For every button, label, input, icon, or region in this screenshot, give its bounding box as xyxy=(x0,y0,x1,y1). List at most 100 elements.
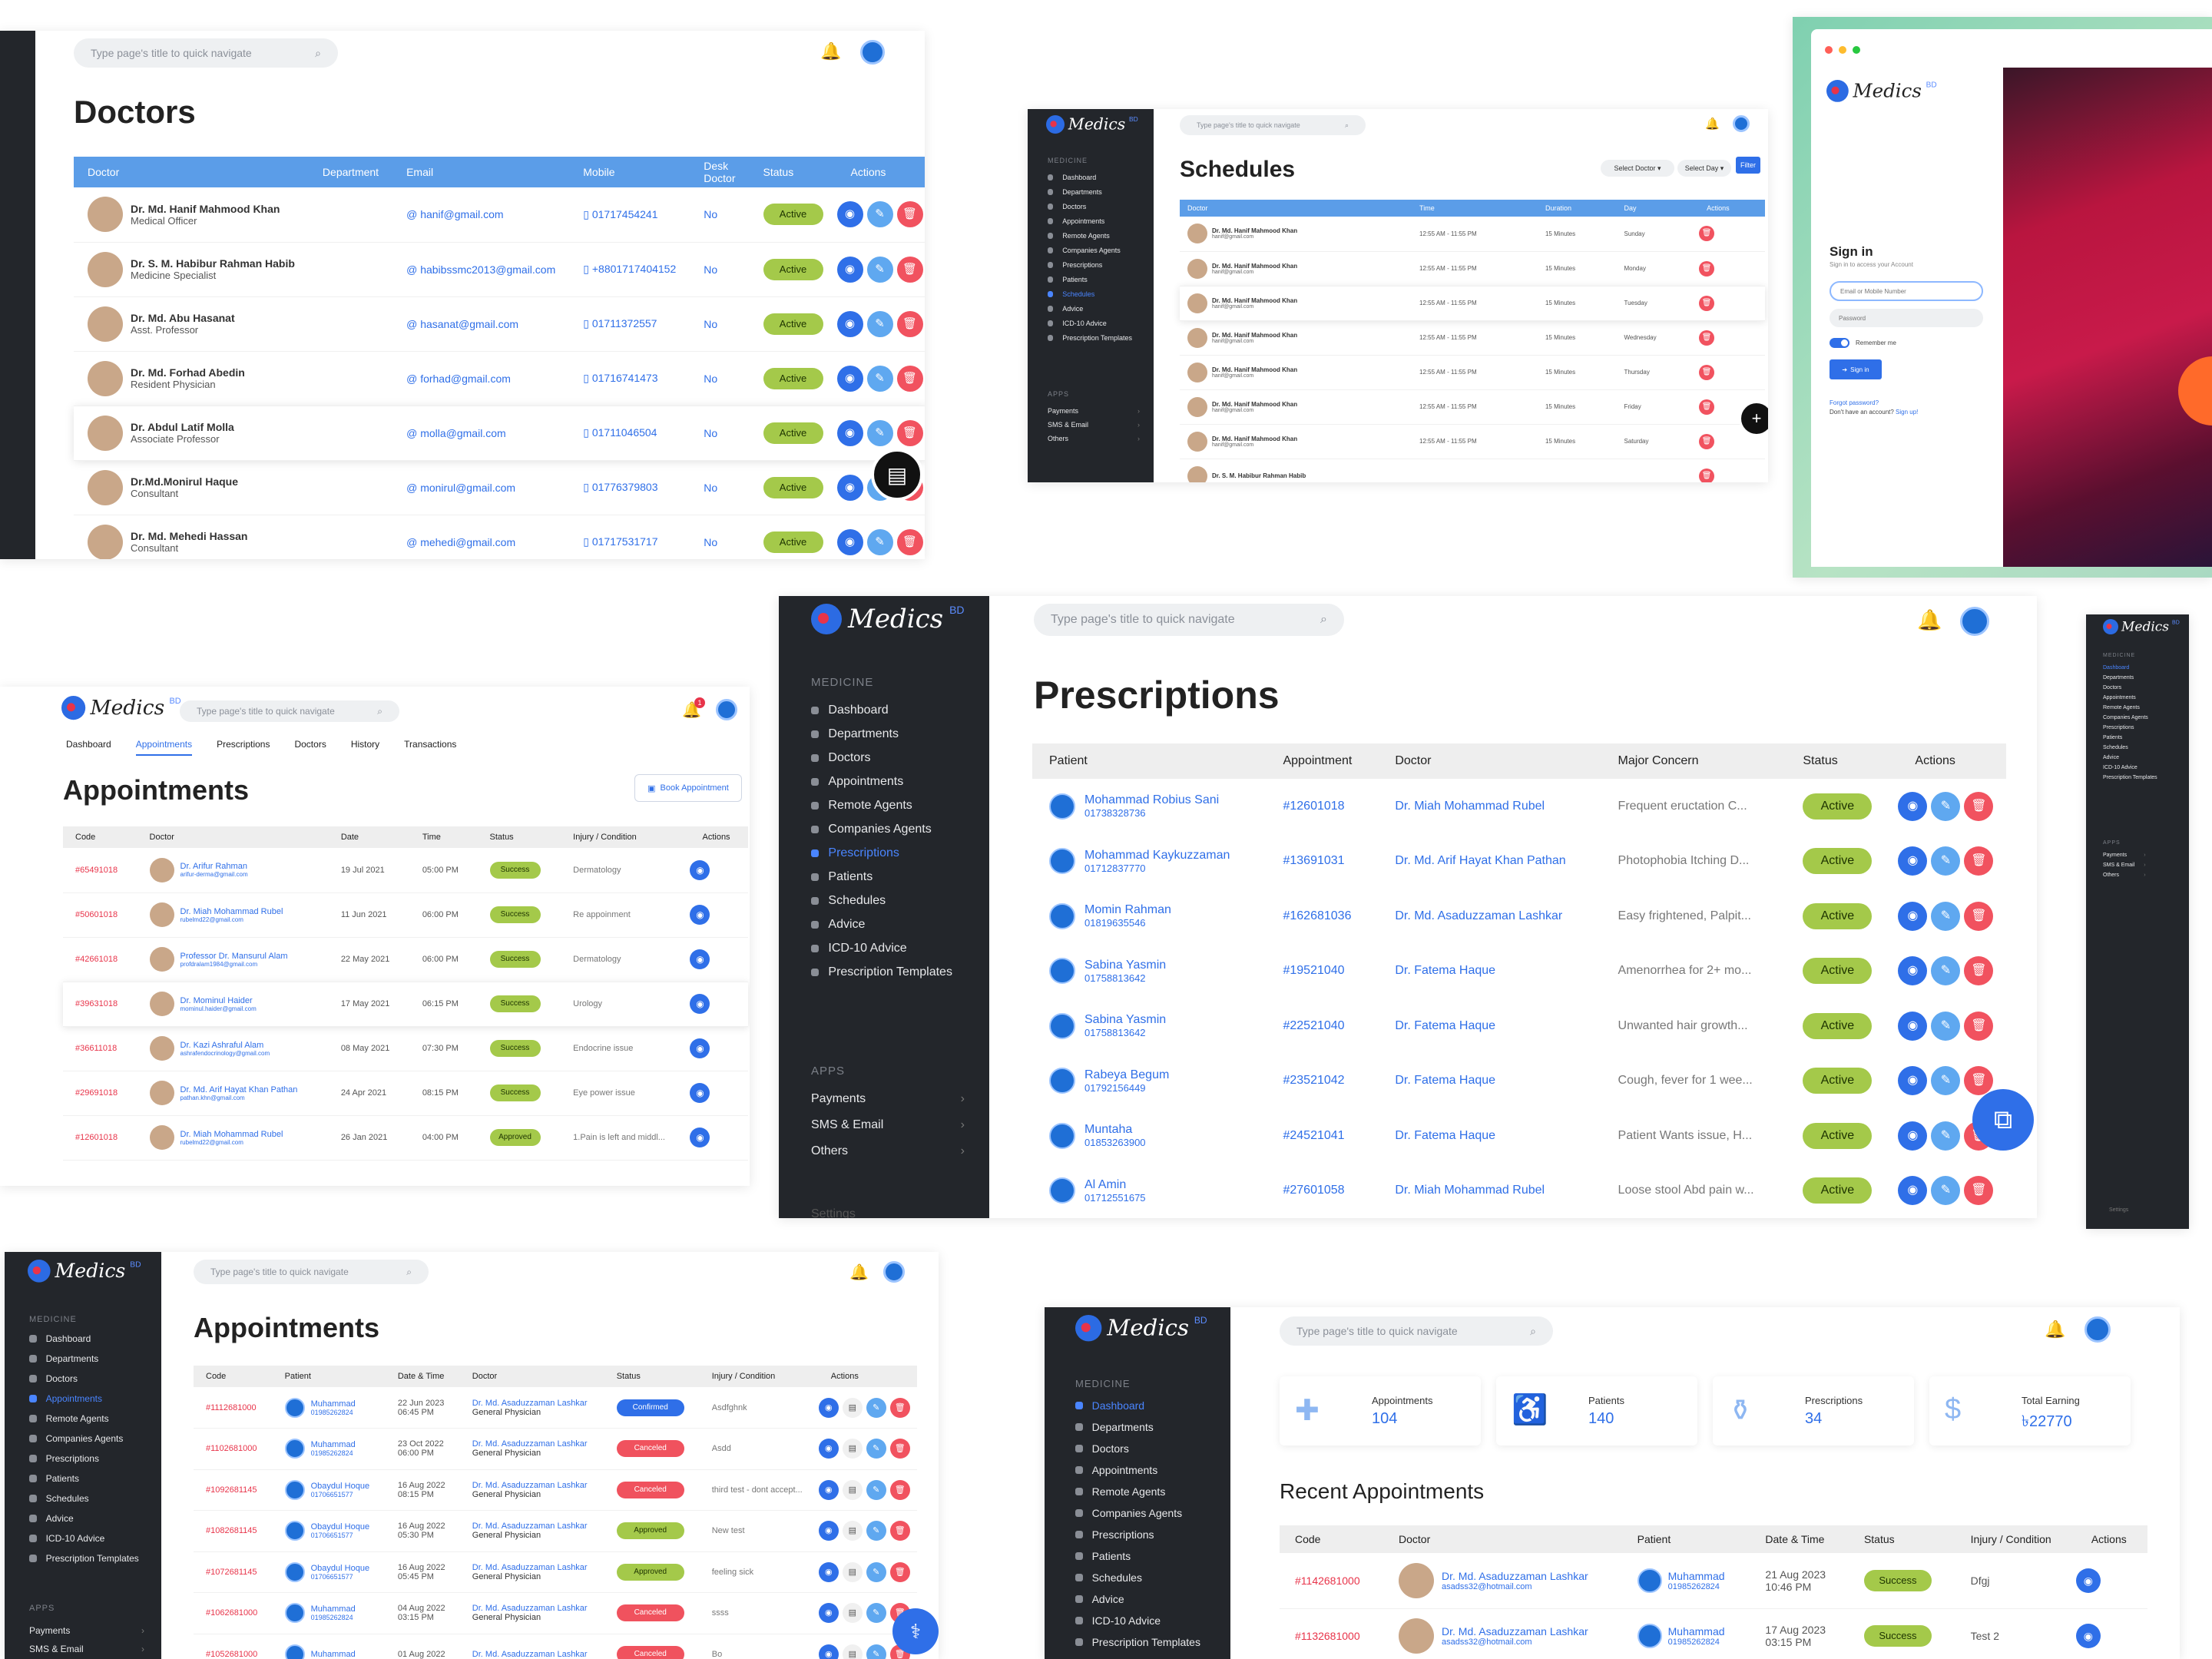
table-row[interactable]: #1072681145 Obaydul Hoque 01706651577 16 Au… xyxy=(194,1551,917,1593)
edit-button[interactable]: ✎ xyxy=(866,1521,886,1541)
edit-button[interactable]: ✎ xyxy=(866,256,893,283)
presentation-fab[interactable]: ⧉ xyxy=(1972,1089,2034,1151)
doctor-cell[interactable]: Dr. Miah Mohammad Rubel xyxy=(1395,1184,1545,1197)
delete-button[interactable]: 🗑 xyxy=(1964,901,1994,931)
view-button[interactable]: ◉ xyxy=(690,1038,710,1058)
sidebar-item-doctors[interactable]: Doctors xyxy=(811,751,972,765)
sidebar-item-others[interactable]: Others › xyxy=(1048,435,1140,442)
sidebar-item-appointments[interactable]: Appointments xyxy=(2103,695,2157,700)
delete-button[interactable]: 🗑 xyxy=(1699,295,1715,311)
minimize-dot[interactable] xyxy=(1839,46,1846,54)
edit-button[interactable]: ✎ xyxy=(866,1603,886,1624)
view-button[interactable]: ◉ xyxy=(1898,791,1928,821)
prescription-fab[interactable]: ▤ xyxy=(871,449,923,501)
view-button[interactable]: ◉ xyxy=(836,419,863,446)
edit-button[interactable]: ✎ xyxy=(1931,1176,1961,1206)
sidebar-item-appointments[interactable]: Appointments xyxy=(1075,1464,1200,1476)
appointment-cell[interactable]: #162681036 xyxy=(1283,909,1352,922)
edit-button[interactable]: ✎ xyxy=(1931,901,1961,931)
code-cell[interactable]: #29691018 xyxy=(75,1088,118,1098)
delete-button[interactable]: 🗑 xyxy=(1964,846,1994,876)
delete-button[interactable]: 🗑 xyxy=(1699,433,1715,449)
bell-icon[interactable]: 🔔 xyxy=(1917,608,1942,631)
sidebar-item-icd-10-advice[interactable]: ICD-10 Advice xyxy=(1075,1614,1200,1627)
sidebar-item-icd-10-advice[interactable]: ICD-10 Advice xyxy=(2103,765,2157,770)
sidebar-item-prescriptions[interactable]: Prescriptions xyxy=(1075,1528,1200,1541)
sidebar-item-prescription-templates[interactable]: Prescription Templates xyxy=(1075,1636,1200,1648)
delete-button[interactable]: 🗑 xyxy=(1699,468,1715,482)
view-button[interactable]: ◉ xyxy=(1898,846,1928,876)
sidebar-item-sms-email[interactable]: SMS & Email › xyxy=(29,1644,144,1654)
doctor-name[interactable]: Dr. Md. Asaduzzaman Lashkar xyxy=(472,1480,588,1490)
sidebar-item-advice[interactable]: Advice xyxy=(1075,1593,1200,1605)
table-row[interactable]: Dr.Md.Monirul Haque Consultant @ monirul@g… xyxy=(74,460,925,515)
sidebar-item-companies-agents[interactable]: Companies Agents xyxy=(1048,247,1132,254)
search-input[interactable]: Type page's title to quick navigate ⌕ xyxy=(180,700,399,722)
print-button[interactable]: ▤ xyxy=(842,1561,863,1582)
add-fab[interactable]: + xyxy=(1739,401,1768,436)
sidebar-item-departments[interactable]: Departments xyxy=(1048,188,1132,196)
view-button[interactable]: ◉ xyxy=(2075,1568,2101,1593)
delete-button[interactable]: 🗑 xyxy=(889,1397,910,1418)
sidebar-item-schedules[interactable]: Schedules xyxy=(2103,745,2157,750)
view-button[interactable]: ◉ xyxy=(836,474,863,501)
view-button[interactable]: ◉ xyxy=(690,905,710,925)
sidebar-item-schedules[interactable]: Schedules xyxy=(29,1493,139,1504)
table-row[interactable]: Rabeya Begum 01792156449 #23521042 Dr. Fate… xyxy=(1032,1054,2006,1109)
bell-icon[interactable]: 🔔 xyxy=(849,1264,869,1281)
sidebar-item-icd-10-advice[interactable]: ICD-10 Advice xyxy=(29,1533,139,1544)
print-button[interactable]: ▤ xyxy=(842,1479,863,1500)
edit-button[interactable]: ✎ xyxy=(1931,1011,1961,1041)
search-input[interactable]: Type page's title to quick navigate ⌕ xyxy=(74,38,338,68)
delete-button[interactable]: 🗑 xyxy=(896,528,923,555)
view-button[interactable]: ◉ xyxy=(690,1128,710,1147)
search-input[interactable]: Type page's title to quick navigate ⌕ xyxy=(1280,1316,1553,1346)
table-row[interactable]: Dr. Md. Hanif Mahmood Khan hanif@gmail.co… xyxy=(1180,389,1765,424)
view-button[interactable]: ◉ xyxy=(690,949,710,969)
signin-button[interactable]: ➔ Sign in xyxy=(1830,359,1882,379)
tab-transactions[interactable]: Transactions xyxy=(404,739,457,750)
sidebar-item-dashboard[interactable]: Dashboard xyxy=(29,1333,139,1344)
doctor-name[interactable]: Dr. Md. Asaduzzaman Lashkar xyxy=(472,1562,588,1572)
delete-button[interactable]: 🗑 xyxy=(896,201,923,228)
delete-button[interactable]: 🗑 xyxy=(1699,364,1715,380)
stat-card-total-earning[interactable]: $ Total Earning ৳22770 xyxy=(1929,1376,2131,1445)
select-day-button[interactable]: Select Day ▾ xyxy=(1677,160,1731,177)
bell-icon[interactable]: 🔔 xyxy=(1705,118,1720,131)
delete-button[interactable]: 🗑 xyxy=(896,310,923,337)
code-cell[interactable]: #1082681145 xyxy=(206,1526,257,1536)
table-row[interactable]: #1052681000 Muhammad 01 Aug 2022 Dr. Md. As… xyxy=(194,1634,917,1659)
edit-button[interactable]: ✎ xyxy=(866,201,893,228)
code-cell[interactable]: #1112681000 xyxy=(206,1402,257,1412)
tab-dashboard[interactable]: Dashboard xyxy=(66,739,111,750)
edit-button[interactable]: ✎ xyxy=(1931,791,1961,821)
doctor-cell[interactable]: Dr. Md. Arif Hayat Khan Pathan xyxy=(1395,854,1566,868)
edit-button[interactable]: ✎ xyxy=(866,1439,886,1459)
avatar[interactable] xyxy=(716,699,737,720)
forgot-password-link[interactable]: Forgot password? xyxy=(1830,399,1879,406)
edit-button[interactable]: ✎ xyxy=(866,1397,886,1418)
sidebar-item-advice[interactable]: Advice xyxy=(1048,305,1132,313)
code-cell[interactable]: #1132681000 xyxy=(1295,1630,1360,1642)
table-row[interactable]: Sabina Yasmin 01758813642 #22521040 Dr. Fat… xyxy=(1032,998,2006,1054)
print-button[interactable]: ▤ xyxy=(842,1521,863,1541)
view-button[interactable]: ◉ xyxy=(690,859,710,880)
view-button[interactable]: ◉ xyxy=(818,1603,839,1624)
appointment-cell[interactable]: #19521040 xyxy=(1283,964,1345,978)
table-row[interactable]: Momin Rahman 01819635546 #162681036 Dr. Md.… xyxy=(1032,889,2006,944)
sidebar-item-doctors[interactable]: Doctors xyxy=(29,1373,139,1384)
settings-item[interactable]: Settings xyxy=(2109,1207,2129,1213)
sidebar-item-icd-10-advice[interactable]: ICD-10 Advice xyxy=(811,942,972,955)
appointment-cell[interactable]: #13691031 xyxy=(1283,854,1345,868)
view-button[interactable]: ◉ xyxy=(690,994,710,1014)
table-row[interactable]: Dr. S. M. Habibur Rahman Habib 🗑 xyxy=(1180,459,1765,482)
search-input[interactable]: Type page's title to quick navigate ⌕ xyxy=(1034,604,1344,636)
avatar[interactable] xyxy=(1733,115,1750,132)
delete-button[interactable]: 🗑 xyxy=(896,365,923,392)
delete-button[interactable]: 🗑 xyxy=(1964,791,1994,821)
sidebar-item-payments[interactable]: Payments › xyxy=(811,1092,965,1106)
sidebar-item-schedules[interactable]: Schedules xyxy=(1048,290,1132,298)
table-row[interactable]: #1132681000 Dr. Md. Asaduzzaman Lashkar as… xyxy=(1280,1608,2147,1659)
table-row[interactable]: #65491018 Dr. Arifur Rahman arifur-derma@g… xyxy=(63,848,748,892)
print-button[interactable]: ▤ xyxy=(842,1603,863,1624)
